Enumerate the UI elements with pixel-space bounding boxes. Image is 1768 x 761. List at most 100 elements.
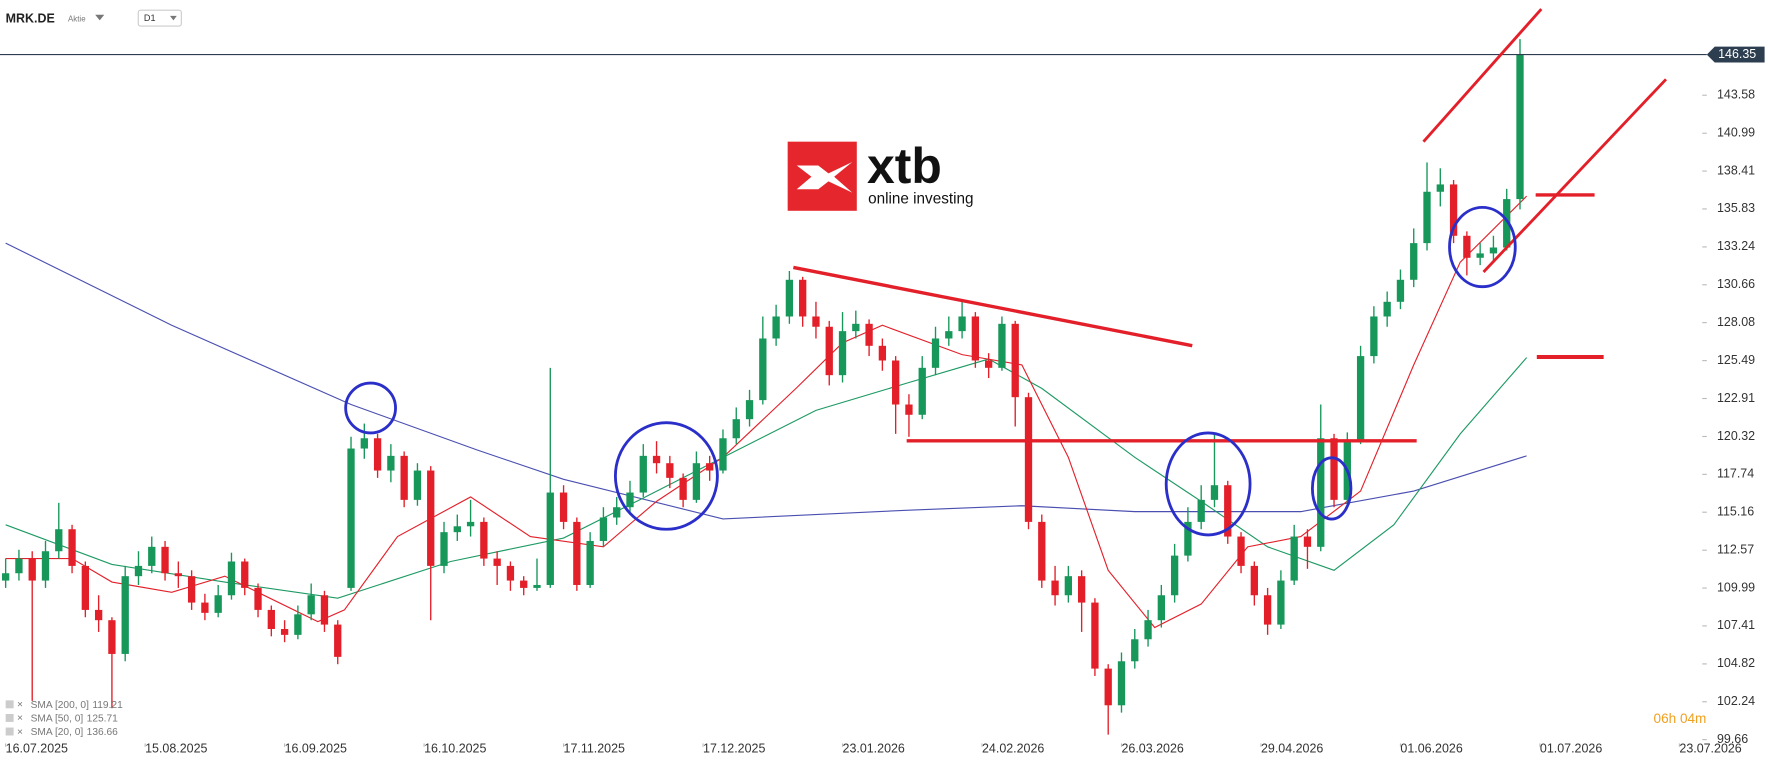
legend-close: ×	[17, 727, 23, 738]
candle-body	[825, 326, 833, 376]
candle-body	[187, 576, 196, 603]
legend-value: 125.71	[87, 713, 118, 724]
candle-body	[573, 521, 581, 585]
candle-body	[347, 448, 355, 588]
candle-body	[241, 561, 249, 588]
candle-body	[1157, 595, 1165, 621]
trend-line	[793, 265, 1193, 348]
x-tick-label: 16.09.2025	[285, 741, 347, 755]
candle-body	[1356, 356, 1365, 442]
candle-body	[626, 492, 634, 508]
candle-body	[998, 323, 1006, 368]
candle-body	[745, 400, 754, 420]
candle-body	[1237, 536, 1245, 566]
timeframe-dropdown	[170, 15, 177, 21]
annotations	[344, 8, 1668, 537]
candle-body	[1503, 199, 1511, 248]
candle-body	[520, 580, 528, 588]
candle-body	[214, 595, 222, 613]
candle-body	[586, 540, 594, 585]
candle-body	[878, 345, 887, 361]
candle-body	[148, 546, 156, 566]
candle-body	[865, 323, 873, 346]
x-tick-label: 15.08.2025	[145, 741, 207, 755]
x-tick-label: 23.07.2026	[1679, 741, 1741, 755]
legend-entry: SMA [20, 0] 136.66	[31, 727, 119, 738]
x-tick-label: 17.11.2025	[564, 741, 625, 755]
candle-body	[28, 558, 36, 581]
legend-name: SMA [20, 0]	[31, 727, 84, 738]
candle-body	[334, 624, 342, 657]
logo: xtb online investing	[787, 138, 973, 211]
candle-body	[1303, 536, 1312, 547]
candle-body	[1051, 580, 1059, 596]
x-tick-label: 01.07.2026	[1540, 741, 1602, 755]
legend-name: SMA [200, 0]	[31, 700, 90, 711]
candle-body	[812, 316, 820, 327]
candle-body	[227, 561, 236, 596]
x-tick-label: 24.02.2026	[982, 741, 1044, 755]
x-tick-label: 16.10.2025	[424, 741, 486, 755]
candle-body	[1210, 485, 1219, 500]
y-tick-label: 107.41	[1717, 618, 1755, 632]
x-tick-label: 23.01.2026	[843, 741, 905, 755]
candle-body	[706, 463, 714, 471]
candle-body	[1277, 580, 1285, 625]
legend-close: ×	[17, 713, 23, 724]
x-tick-label: 26.03.2026	[1121, 741, 1183, 755]
y-tick-label: 104.82	[1717, 656, 1755, 670]
y-tick-label: 135.83	[1717, 201, 1755, 215]
logo-tagline: online investing	[868, 190, 973, 207]
highlight-circle	[613, 421, 719, 531]
legend-entry: SMA [200, 0] 119.21	[31, 700, 123, 711]
symbol-dropdown[interactable]	[95, 14, 105, 21]
candle-body	[267, 609, 275, 629]
candle-body	[1436, 184, 1444, 192]
legend-close: ×	[17, 700, 23, 711]
candle-body	[161, 546, 169, 574]
candle-body	[68, 529, 76, 566]
candle-body	[201, 602, 209, 613]
symbol: MRK.DE	[6, 12, 55, 26]
candle-body	[892, 360, 900, 405]
timeframe-box[interactable]	[137, 9, 182, 27]
candle-body	[320, 595, 329, 625]
sma-line	[5, 357, 1528, 599]
candle-body	[1449, 184, 1458, 236]
candle-body	[666, 463, 674, 478]
y-tick-label: 138.41	[1717, 163, 1755, 177]
candle-body	[599, 517, 608, 541]
candle-body	[108, 620, 116, 654]
candle-body	[1423, 191, 1431, 244]
y-tick-label: 115.16	[1717, 504, 1754, 518]
candle-body	[413, 470, 422, 500]
candle-body	[1263, 595, 1272, 625]
candle-body	[931, 338, 940, 368]
candle-body	[1091, 602, 1099, 669]
candle-body	[1117, 661, 1126, 706]
candle-body	[1184, 521, 1192, 556]
y-tick-label: 130.66	[1717, 277, 1755, 291]
legend-icon	[5, 727, 14, 736]
candle-body	[1463, 235, 1471, 258]
x-tick-label: 16.07.2025	[6, 741, 68, 755]
last-price-label: 146.35	[1718, 47, 1756, 61]
candle-body	[799, 279, 807, 317]
candle-body	[1038, 521, 1046, 581]
candle-body	[1489, 247, 1498, 254]
candle-body	[15, 558, 23, 574]
candle-body	[1131, 639, 1139, 662]
x-tick-label: 01.06.2026	[1400, 741, 1462, 755]
candle-body	[427, 470, 435, 566]
highlight-circle	[1164, 431, 1252, 537]
sma-line	[5, 195, 1528, 629]
candle-body	[984, 360, 993, 368]
candle-body	[81, 565, 90, 610]
highlight-circle	[1448, 205, 1517, 289]
candle-body	[905, 404, 913, 415]
candle-body	[679, 477, 687, 500]
y-tick-label: 117.74	[1717, 467, 1754, 481]
y-tick-label: 109.99	[1717, 580, 1755, 594]
highlight-circle	[1310, 456, 1353, 521]
candle-body	[1370, 316, 1378, 357]
